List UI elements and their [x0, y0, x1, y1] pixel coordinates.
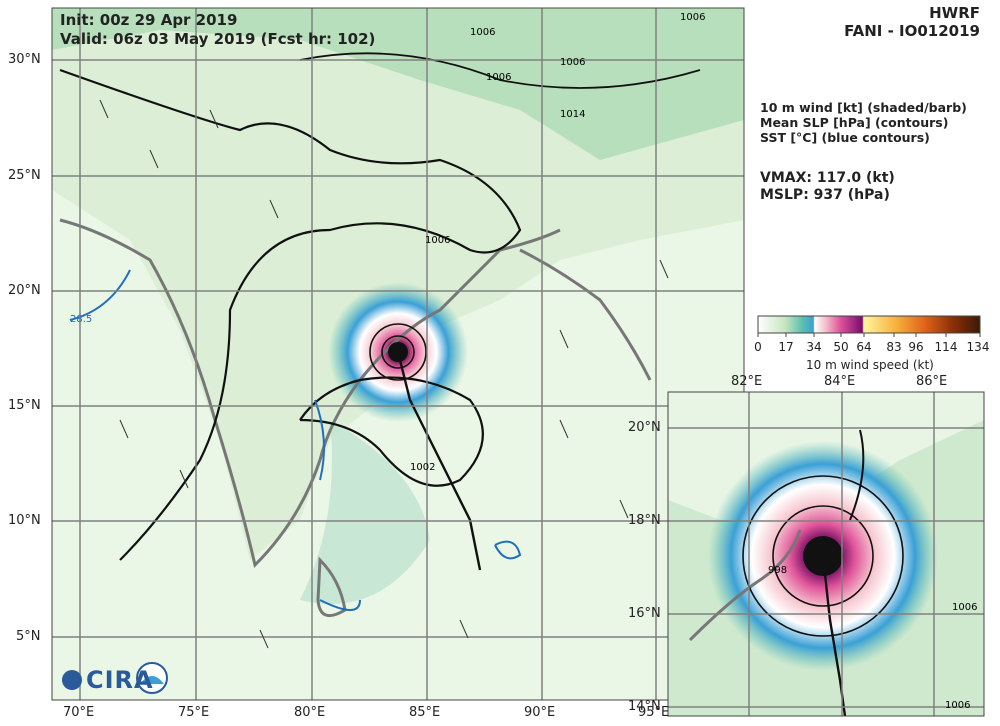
colorbar-tick: 114	[934, 340, 958, 354]
main-contour-label: 1006	[486, 72, 511, 83]
main-contour-label: 1002	[410, 462, 435, 473]
colorbar-title: 10 m wind speed (kt)	[806, 358, 934, 372]
field-sst: SST [°C] (blue contours)	[760, 130, 930, 145]
inset-contour-label: 1006	[952, 602, 977, 613]
init-time: Init: 00z 29 Apr 2019	[60, 11, 238, 29]
lat-label: 10°N	[8, 513, 41, 528]
lon-label: 75°E	[178, 705, 210, 720]
lat-label: 5°N	[16, 629, 41, 644]
field-slp: Mean SLP [hPa] (contours)	[760, 115, 949, 130]
valid-time: Valid: 06z 03 May 2019 (Fcst hr: 102)	[60, 30, 376, 48]
lat-label: 20°N	[8, 283, 41, 298]
main-contour-label: 1006	[560, 57, 585, 68]
inset-map: 998 1006 1006	[668, 392, 984, 716]
colorbar-tick: 0	[754, 340, 762, 354]
lat-label: 15°N	[8, 398, 41, 413]
field-wind: 10 m wind [kt] (shaded/barb)	[760, 100, 967, 115]
colorbar-tick: 134	[966, 340, 990, 354]
cira-logo-text: CIRA	[86, 666, 154, 694]
colorbar-tick: 83	[886, 340, 902, 354]
model-name: HWRF	[929, 4, 980, 22]
lat-label: 25°N	[8, 168, 41, 183]
inset-lon-label: 86°E	[916, 374, 948, 389]
inset-contour-label: 1006	[945, 700, 970, 711]
main-contour-label: 1014	[560, 109, 585, 120]
colorbar-tick: 34	[806, 340, 822, 354]
inset-lat-label: 16°N	[628, 606, 661, 621]
colorbar-tick: 17	[778, 340, 794, 354]
storm-name: FANI - IO012019	[844, 22, 980, 40]
lon-label: 90°E	[524, 705, 556, 720]
inset-contour-label: 998	[768, 565, 787, 576]
main-sst-label: 28.5	[70, 314, 92, 325]
mslp-readout: MSLP: 937 (hPa)	[760, 187, 890, 203]
colorbar-tick: 50	[833, 340, 849, 354]
main-contour-label: 1006	[680, 12, 705, 23]
lon-label: 95°E	[638, 705, 670, 720]
inset-lat-label: 20°N	[628, 420, 661, 435]
colorbar-tick: 64	[856, 340, 872, 354]
main-contour-label: 1006	[425, 235, 450, 246]
main-map: 1006 1006 1006 1014 1006 1006 1002 28.5	[52, 8, 744, 700]
cira-logo	[62, 662, 168, 694]
colorbar-tick: 96	[908, 340, 924, 354]
colorbar	[757, 315, 981, 334]
lon-label: 70°E	[63, 705, 95, 720]
inset-lon-label: 82°E	[731, 374, 763, 389]
main-contour-label: 1006	[470, 27, 495, 38]
inset-lat-label: 18°N	[628, 513, 661, 528]
lon-label: 80°E	[294, 705, 326, 720]
lat-label: 30°N	[8, 52, 41, 67]
lon-label: 85°E	[409, 705, 441, 720]
inset-lon-label: 84°E	[824, 374, 856, 389]
inset-lat-label: 14°N	[628, 699, 661, 714]
vmax-readout: VMAX: 117.0 (kt)	[760, 170, 895, 186]
